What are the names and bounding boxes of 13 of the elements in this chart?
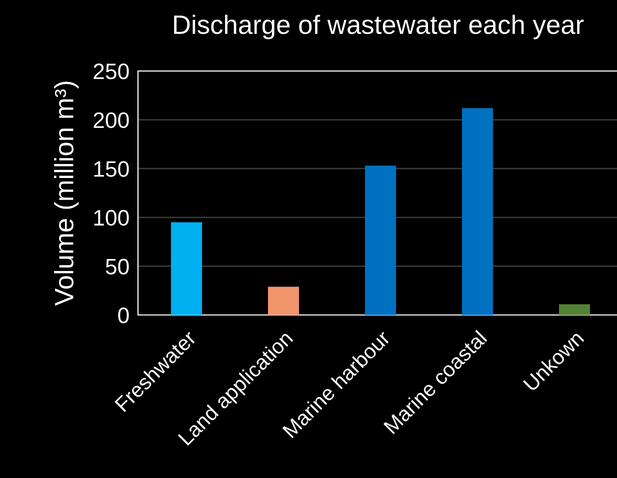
bar bbox=[268, 286, 300, 315]
y-tick-label: 100 bbox=[94, 210, 129, 226]
bar bbox=[462, 108, 494, 315]
bar bbox=[364, 166, 396, 315]
y-tick-label: 150 bbox=[94, 161, 129, 177]
y-tick-label: 250 bbox=[94, 64, 129, 80]
chart-title: Discharge of wastewater each year bbox=[174, 14, 584, 40]
y-tick-label: 200 bbox=[94, 112, 129, 128]
y-axis-title: Volume (million m³) bbox=[54, 82, 79, 306]
y-tick-label: 0 bbox=[118, 308, 129, 324]
bar bbox=[558, 304, 590, 315]
bar bbox=[170, 222, 202, 315]
y-tick-label: 50 bbox=[106, 258, 129, 274]
